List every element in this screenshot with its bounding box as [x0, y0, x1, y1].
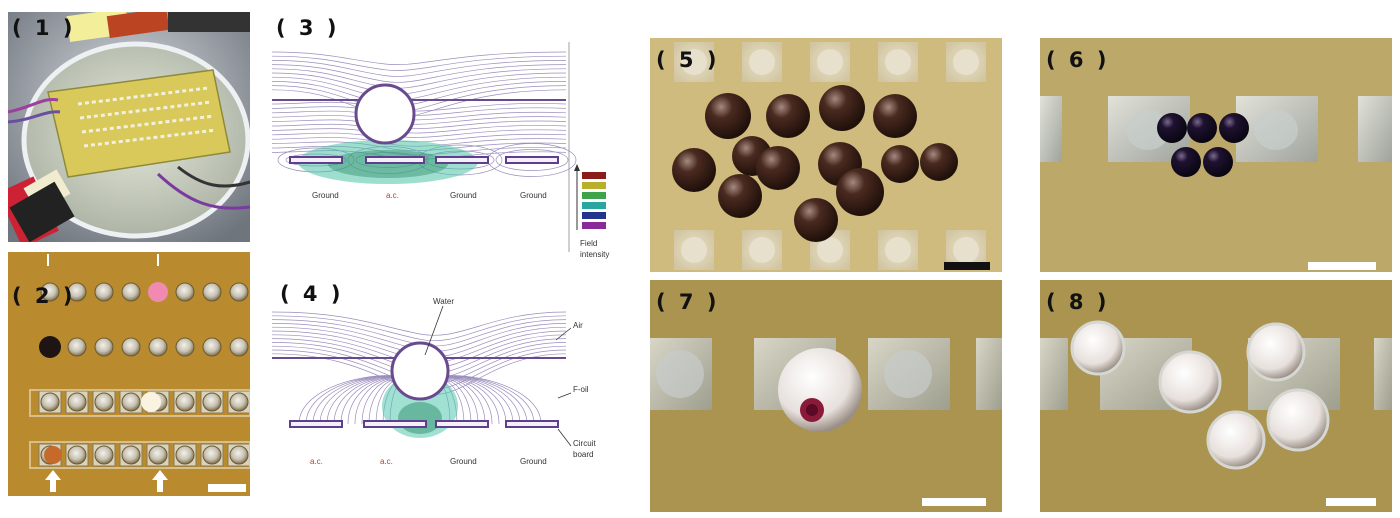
legend-swatch: [582, 212, 606, 219]
dark-sphere: [1157, 113, 1187, 143]
dark-sphere: [1203, 147, 1233, 177]
dark-sphere: [1219, 113, 1249, 143]
legend-swatch: [582, 182, 606, 189]
panel-3-label: ( 3 ): [276, 16, 340, 40]
legend-swatch: [582, 222, 606, 229]
white-droplet: [141, 392, 161, 412]
panel-4-simulation: Water Air F-oil Circuit board a.c. a.c. …: [268, 278, 620, 498]
white-sphere-photo: [650, 280, 1002, 512]
panel-2-label: ( 2 ): [12, 284, 76, 308]
pink-droplet: [148, 282, 168, 302]
electrode-label: a.c.: [380, 457, 393, 466]
legend-swatch: [582, 172, 606, 179]
brown-sphere: [819, 85, 865, 131]
panel-4-label: ( 4 ): [280, 282, 344, 306]
panel-1-label: ( 1 ): [12, 16, 76, 40]
dark-droplet: [39, 336, 61, 358]
scale-bar: [1326, 498, 1376, 506]
panel-6-photo: ( 6 ): [1040, 38, 1392, 272]
brown-sphere: [766, 94, 810, 138]
brown-spheres-photo: [650, 38, 1002, 272]
label-board: board: [573, 450, 593, 459]
brown-sphere: [794, 198, 838, 242]
white-sphere: [1266, 388, 1330, 452]
panel-2-photo: ( 2 ): [8, 252, 250, 496]
legend-title: Field: [580, 239, 597, 248]
legend-swatch: [582, 202, 606, 209]
panel-6-label: ( 6 ): [1046, 48, 1110, 72]
brown-sphere: [920, 143, 958, 181]
dark-sphere: [1187, 113, 1217, 143]
electrode-label: Ground: [520, 191, 547, 200]
brown-sphere: [756, 146, 800, 190]
legend-title-2: intensity: [580, 250, 609, 259]
dark-sphere: [1171, 147, 1201, 177]
panel-7-label: ( 7 ): [656, 290, 720, 314]
water-droplet: [390, 341, 450, 401]
white-spheres-photo: [1040, 280, 1392, 512]
label-foil: F-oil: [573, 385, 589, 394]
label-circuit: Circuit: [573, 439, 596, 448]
water-droplet: [354, 83, 416, 145]
brown-sphere: [881, 145, 919, 183]
brown-sphere: [718, 174, 762, 218]
electrode-label: a.c.: [310, 457, 323, 466]
scale-bar: [208, 484, 246, 492]
field-line-diagram-annotated: Water Air F-oil Circuit board a.c. a.c. …: [271, 297, 596, 466]
label-air: Air: [573, 321, 583, 330]
dark-spheres-photo: [1040, 38, 1392, 272]
scale-bar: [922, 498, 986, 506]
brown-sphere: [672, 148, 716, 192]
orange-droplet: [44, 446, 62, 464]
circuit-dish-photo: [8, 12, 250, 242]
panel-8-photo: ( 8 ): [1040, 280, 1392, 512]
legend-swatch: [582, 192, 606, 199]
panel-7-photo: ( 7 ): [650, 280, 1002, 512]
white-sphere: [1070, 320, 1126, 376]
panel-5-label: ( 5 ): [656, 48, 720, 72]
droplet-wells-photo: [8, 252, 250, 496]
electrode-label: Ground: [450, 191, 477, 200]
scale-bar: [944, 262, 990, 270]
white-sphere: [778, 348, 862, 432]
white-sphere: [1246, 322, 1306, 382]
electrode-label: a.c.: [386, 191, 399, 200]
scale-bar: [1308, 262, 1376, 270]
brown-sphere: [836, 168, 884, 216]
white-sphere: [1158, 350, 1222, 414]
brown-sphere: [873, 94, 917, 138]
brown-sphere: [705, 93, 751, 139]
white-sphere: [1206, 410, 1266, 470]
panel-3-simulation: Ground a.c. Ground Ground Field intensit…: [268, 12, 620, 262]
electrode-label: Ground: [520, 457, 547, 466]
panel-5-photo: ( 5 ): [650, 38, 1002, 272]
electrode-label: Ground: [450, 457, 477, 466]
field-line-diagram: Ground a.c. Ground Ground Field intensit…: [271, 42, 609, 259]
panel-1-photo: ( 1 ): [8, 12, 250, 242]
electrode-label: Ground: [312, 191, 339, 200]
panel-8-label: ( 8 ): [1046, 290, 1110, 314]
label-water: Water: [433, 297, 454, 306]
